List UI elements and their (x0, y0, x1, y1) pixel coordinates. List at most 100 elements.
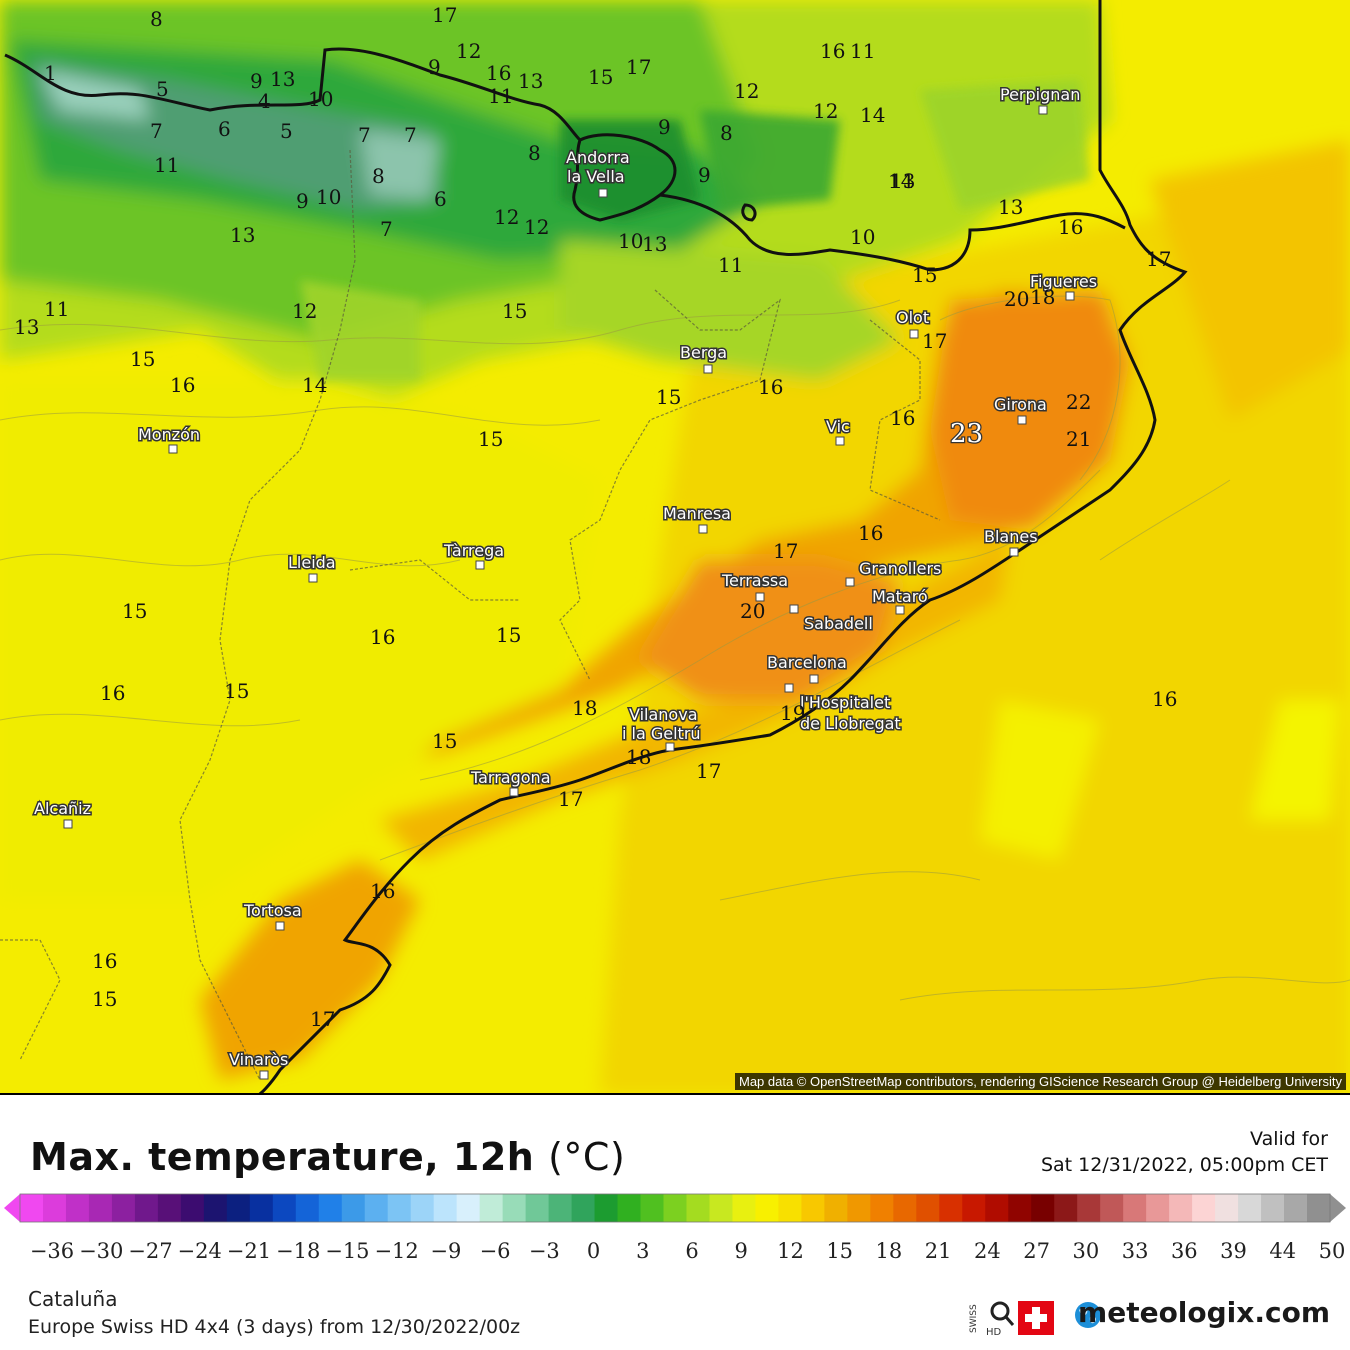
city-marker[interactable] (308, 573, 318, 583)
value-label: 13 (642, 232, 667, 256)
legend-tick-label: −21 (227, 1239, 271, 1263)
city-marker[interactable] (909, 329, 919, 339)
city-marker[interactable] (1017, 415, 1027, 425)
city-label: Girona (994, 395, 1047, 414)
city-marker[interactable] (168, 444, 178, 454)
map-attribution: Map data © OpenStreetMap contributors, r… (734, 1073, 1346, 1090)
legend-swatch (1307, 1194, 1331, 1222)
city-marker[interactable] (598, 188, 608, 198)
legend-swatch (1192, 1194, 1216, 1222)
legend-tick-label: −27 (128, 1239, 172, 1263)
legend-swatch (1284, 1194, 1308, 1222)
value-label: 1 (44, 61, 57, 85)
legend-swatch (433, 1194, 458, 1222)
legend-swatch (134, 1194, 159, 1222)
city-marker[interactable] (895, 605, 905, 615)
legend-swatch (180, 1194, 205, 1222)
city-marker[interactable] (275, 921, 285, 931)
legend-tick-label: 12 (777, 1239, 804, 1263)
legend-tick-label: 27 (1023, 1239, 1050, 1263)
model-info: Europe Swiss HD 4x4 (3 days) from 12/30/… (28, 1316, 521, 1338)
city-marker[interactable] (755, 592, 765, 602)
city-marker[interactable] (665, 742, 675, 752)
value-label: 6 (218, 117, 231, 141)
city-label: Tàrrega (443, 541, 504, 560)
legend-swatch (893, 1194, 917, 1222)
value-label: 8 (720, 121, 733, 145)
legend-swatch (824, 1194, 848, 1222)
legend-tick-label: 3 (636, 1239, 649, 1263)
city-marker[interactable] (509, 787, 519, 797)
value-label: 17 (310, 1007, 335, 1031)
value-label: 13 (230, 223, 255, 247)
city-markers (63, 105, 1075, 1080)
value-label: 13 (998, 195, 1023, 219)
city-marker[interactable] (784, 683, 794, 693)
value-label: 15 (224, 679, 249, 703)
legend-swatch (272, 1194, 297, 1222)
temperature-map[interactable]: Perpignan Andorra la Vella Figueres Olot… (0, 0, 1350, 1095)
legend-swatch (249, 1194, 274, 1222)
value-label: 16 (370, 625, 395, 649)
city-marker[interactable] (809, 674, 819, 684)
city-marker[interactable] (259, 1070, 269, 1080)
city-marker[interactable] (1065, 291, 1075, 301)
legend-swatch (870, 1194, 894, 1222)
legend-swatch (525, 1194, 550, 1222)
city-label: Berga (680, 343, 727, 362)
city-marker[interactable] (63, 819, 73, 829)
value-label: 11 (488, 84, 513, 108)
value-label: 15 (122, 599, 147, 623)
value-label: 12 (494, 205, 519, 229)
legend-swatch (65, 1194, 90, 1222)
value-label: 16 (1152, 687, 1177, 711)
value-label: 14 (302, 373, 327, 397)
legend-swatch (916, 1194, 940, 1222)
city-label: Alcañiz (34, 799, 91, 818)
legend-tick-label: 30 (1072, 1239, 1099, 1263)
legend-swatch (755, 1194, 780, 1222)
city-label: i la Geltrú (622, 724, 701, 743)
city-marker[interactable] (845, 577, 855, 587)
value-label: 8 (528, 141, 541, 165)
swiss-hd-logo: SWISS HD (968, 1297, 1058, 1338)
legend-swatch (203, 1194, 228, 1222)
brand-logo[interactable]: meteologix.com (1078, 1296, 1330, 1329)
city-marker[interactable] (1009, 547, 1019, 557)
value-label: 8 (372, 164, 385, 188)
legend-tick-label: −18 (276, 1239, 320, 1263)
city-label: Vilanova (629, 705, 698, 724)
value-label: 4 (258, 89, 271, 113)
city-marker[interactable] (698, 524, 708, 534)
city-label: Barcelona (767, 653, 847, 672)
legend-tick-label: −36 (30, 1239, 74, 1263)
city-marker[interactable] (1038, 105, 1048, 115)
city-marker[interactable] (789, 604, 799, 614)
valid-date: Sat 12/31/2022, 05:00pm CET (1040, 1154, 1328, 1176)
value-label: 15 (912, 263, 937, 287)
value-label: 8 (150, 7, 163, 31)
city-label: l'Hospitalet (800, 693, 890, 712)
value-label: 7 (358, 123, 371, 147)
legend-swatch (801, 1194, 825, 1222)
value-label: 15 (656, 385, 681, 409)
value-label: 17 (922, 329, 947, 353)
value-label: 18 (572, 696, 597, 720)
value-label: 16 (890, 406, 915, 430)
province-borders (0, 149, 941, 1081)
value-label: 16 (858, 521, 883, 545)
city-marker[interactable] (703, 364, 713, 374)
legend-swatch (1008, 1194, 1032, 1222)
legend-swatch (732, 1194, 757, 1222)
value-label: 17 (696, 759, 721, 783)
city-marker[interactable] (475, 560, 485, 570)
chart-title: Max. temperature, 12h (°C) (30, 1135, 625, 1179)
city-label: de Llobregat (800, 714, 901, 733)
city-marker[interactable] (835, 436, 845, 446)
legend-tick-label: 24 (974, 1239, 1001, 1263)
legend-swatch (548, 1194, 573, 1222)
value-label: 11 (44, 297, 69, 321)
value-label: 5 (156, 77, 169, 101)
value-label: 12 (813, 99, 838, 123)
value-label: 13 (14, 315, 39, 339)
